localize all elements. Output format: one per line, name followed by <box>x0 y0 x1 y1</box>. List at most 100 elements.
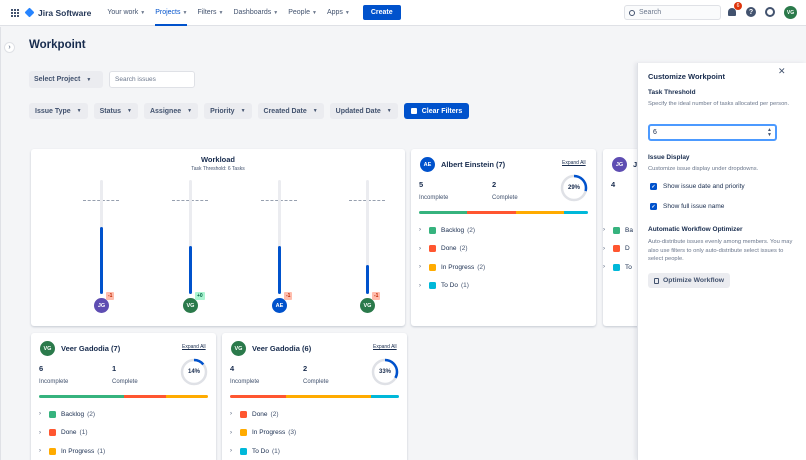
chevron-right-icon: › <box>603 245 605 252</box>
avatar: AE <box>272 298 287 313</box>
completion-ring <box>371 358 399 386</box>
nav-filters[interactable]: Filters ▼ <box>197 9 224 16</box>
nav-apps[interactable]: Apps ▼ <box>326 9 350 16</box>
chevron-down-icon: ▼ <box>218 9 224 16</box>
chevron-down-icon: ▼ <box>127 108 132 114</box>
ring-progress <box>371 358 399 386</box>
status-count: (2) <box>270 410 279 418</box>
filter-priority[interactable]: Priority ▼ <box>204 103 252 119</box>
filter-created-date[interactable]: Created Date ▼ <box>257 103 324 119</box>
completion-percent: 33% <box>378 369 391 375</box>
close-panel-button[interactable]: ✕ <box>778 66 786 77</box>
stepper-icon[interactable]: ▲ ▼ <box>767 127 772 138</box>
status-row[interactable]: › Backlog (2) <box>39 405 105 424</box>
workload-bar-4[interactable]: VG -1 <box>349 180 389 320</box>
complete-label: Complete <box>303 379 329 385</box>
member-card-veer-gadodia-6: VG Veer Gadodia (6) 4 Expand All Incomplete 2… <box>222 333 407 460</box>
strip-segment <box>419 211 468 214</box>
global-search-input[interactable]: Search <box>624 5 721 20</box>
notification-badge: 6 <box>734 2 742 10</box>
complete-count: 2 <box>303 364 308 373</box>
status-count: (1) <box>271 447 280 455</box>
filter-issue-type[interactable]: Issue Type ▼ <box>29 103 88 119</box>
notifications-button[interactable]: 6 <box>726 2 742 18</box>
nav-projects[interactable]: Projects ▼ <box>155 0 188 26</box>
incomplete-label: Incomplete <box>230 379 260 385</box>
status-row[interactable]: › Done (2) <box>230 405 296 424</box>
settings-button[interactable] <box>764 6 776 18</box>
status-row[interactable]: › In Progress (2) <box>419 258 485 277</box>
status-progress-strip <box>419 211 588 214</box>
status-row[interactable]: › D <box>603 240 633 259</box>
filter-status[interactable]: Status ▼ <box>93 103 138 119</box>
status-label: Backlog <box>61 410 85 418</box>
filter-bar: Issue Type ▼ Status ▼ Assignee ▼ Priority ▼ … <box>29 103 470 119</box>
status-row[interactable]: › Ba <box>603 221 633 240</box>
status-row[interactable]: › Backlog (2) <box>419 221 485 240</box>
workload-bar-1[interactable]: JG -1 <box>83 180 123 320</box>
status-label: In Progress <box>252 429 286 437</box>
status-row[interactable]: › To Do (1) <box>230 442 296 460</box>
expand-all-link[interactable]: Expand All <box>373 344 397 350</box>
clear-filters-button[interactable]: Clear Filters <box>403 103 470 119</box>
avatar: VG <box>231 341 246 356</box>
status-row[interactable]: › In Progress (3) <box>230 424 296 443</box>
threshold-heading: Task Threshold <box>648 89 696 96</box>
bell-icon <box>728 8 736 16</box>
search-issues-input[interactable]: Search issues <box>109 71 195 88</box>
filter-updated-date[interactable]: Updated Date ▼ <box>329 103 398 119</box>
status-label: Done <box>252 410 268 418</box>
workload-bar-3[interactable]: AE -1 <box>261 180 301 320</box>
show-date-checkbox[interactable]: ✓ Show issue date and priority <box>650 183 745 190</box>
status-label: Done <box>441 245 457 253</box>
status-progress-strip <box>39 395 208 398</box>
status-color-icon <box>613 245 620 253</box>
expand-all-link[interactable]: Expand All <box>182 344 206 350</box>
status-color-icon <box>429 245 436 253</box>
delta-badge: -1 <box>106 292 115 300</box>
expand-sidebar-button[interactable]: › <box>4 42 15 53</box>
app-name: Jira Software <box>38 7 92 18</box>
gear-icon <box>765 7 775 17</box>
avatar: JG <box>612 157 627 172</box>
create-button[interactable]: Create <box>362 5 401 20</box>
chevron-right-icon: › <box>419 227 421 234</box>
workload-subtitle: Task Threshold: 6 Tasks <box>191 166 245 172</box>
chevron-down-icon: ▼ <box>187 108 193 114</box>
member-name: Albert Einstein (7) <box>441 160 506 169</box>
status-count: (1) <box>460 282 469 290</box>
nav-people[interactable]: People ▼ <box>288 9 317 16</box>
workload-bar-2[interactable]: VG +0 <box>172 180 212 320</box>
complete-count: 1 <box>112 364 117 373</box>
expand-all-link[interactable]: Expand All <box>562 160 586 166</box>
bar-fill <box>366 265 369 294</box>
threshold-input[interactable]: 6 ▲ ▼ <box>648 124 777 141</box>
avatar: VG <box>360 298 375 313</box>
checkmark-icon: ✓ <box>650 183 657 190</box>
optimize-workflow-button[interactable]: Optimize Workflow <box>648 273 731 288</box>
status-row[interactable]: › To <box>603 258 633 277</box>
show-name-checkbox[interactable]: ✓ Show full issue name <box>650 203 725 210</box>
nav-dashboards[interactable]: Dashboards ▼ <box>233 9 279 16</box>
chevron-right-icon: › <box>419 264 421 271</box>
status-row[interactable]: › In Progress (1) <box>39 442 105 460</box>
filter-assignee[interactable]: Assignee ▼ <box>143 103 199 119</box>
user-avatar[interactable]: VG <box>784 6 797 19</box>
member-card-albert-einstein: AE Albert Einstein (7) 5 Expand All Incomple… <box>411 149 596 326</box>
page-title: Workpoint <box>29 39 86 51</box>
app-switcher-icon[interactable] <box>11 8 19 17</box>
status-count: (2) <box>459 245 468 253</box>
sidebar-divider <box>0 27 1 460</box>
status-list: › Ba › D › To <box>603 221 633 277</box>
select-project-dropdown[interactable]: Select Project ▼ <box>29 71 103 88</box>
status-row[interactable]: › To Do (1) <box>419 277 485 296</box>
member-name: Veer Gadodia (6) <box>252 344 312 353</box>
nav-your-work[interactable]: Your work ▼ <box>107 9 146 16</box>
chevron-down-icon: ▼ <box>86 76 92 83</box>
panel-title: Customize Workpoint <box>648 72 725 81</box>
jira-logo[interactable]: Jira Software <box>24 7 92 18</box>
status-row[interactable]: › Done (1) <box>39 424 105 443</box>
bar-fill <box>189 246 192 294</box>
help-button[interactable]: ? <box>745 6 757 18</box>
status-row[interactable]: › Done (2) <box>419 240 485 259</box>
